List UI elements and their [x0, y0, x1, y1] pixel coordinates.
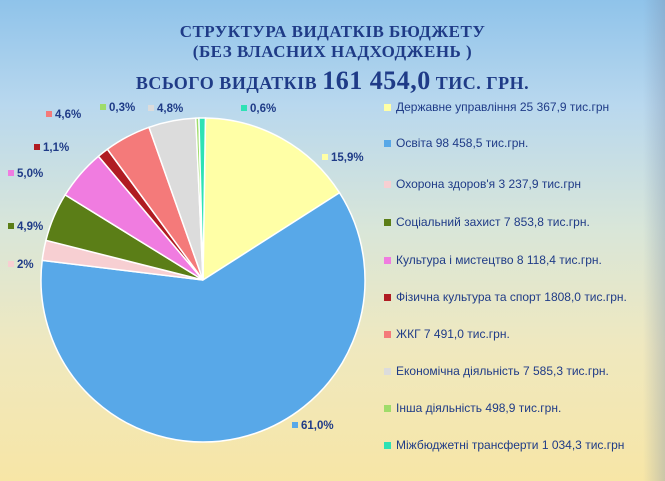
pie-slice-2 — [40, 191, 366, 443]
legend-item-6: Фізична культура та спорт 1808,0 тис.грн… — [384, 290, 664, 305]
data-label-marker-5 — [8, 170, 14, 176]
legend-label-5: Культура і мистецтво 8 118,4 тис.грн. — [396, 253, 602, 267]
legend-label-9: Інша діяльність 498,9 тис.грн. — [396, 401, 562, 415]
legend-swatch-3 — [384, 181, 391, 188]
data-label-1: 15,9% — [331, 152, 364, 164]
legend-item-8: Економічна діяльність 7 585,3 тис.грн. — [384, 364, 664, 379]
legend-swatch-7 — [384, 331, 391, 338]
legend-item-1: Державне управління 25 367,9 тис.грн — [384, 100, 664, 115]
total-value: 161 454,0 — [322, 66, 431, 95]
background-shade — [643, 0, 665, 481]
legend-item-9: Інша діяльність 498,9 тис.грн. — [384, 401, 664, 416]
legend-item-3: Охорона здоров'я 3 237,9 тис.грн — [384, 177, 664, 192]
data-label-7: 4,6% — [55, 109, 81, 121]
data-label-marker-3 — [8, 261, 14, 267]
data-label-marker-4 — [8, 223, 14, 229]
chart-title-line-3: ВСЬОГО ВИДАТКІВ 161 454,0 ТИС. ГРН. — [0, 66, 665, 96]
data-label-10: 0,6% — [250, 103, 276, 115]
data-label-marker-6 — [34, 144, 40, 150]
legend-swatch-8 — [384, 368, 391, 375]
data-label-5: 5,0% — [17, 168, 43, 180]
chart-title-line-1: СТРУКТУРА ВИДАТКІВ БЮДЖЕТУ — [179, 22, 486, 41]
legend-label-6: Фізична культура та спорт 1808,0 тис.грн… — [396, 290, 627, 304]
legend-label-4: Соціальний захист 7 853,8 тис.грн. — [396, 215, 590, 229]
data-label-marker-7 — [46, 111, 52, 117]
data-label-marker-1 — [322, 154, 328, 160]
legend-item-10: Міжбюджетні трансферти 1 034,3 тис.грн — [384, 438, 664, 453]
data-label-marker-2 — [292, 422, 298, 428]
data-label-8: 4,8% — [157, 103, 183, 115]
legend-label-10: Міжбюджетні трансферти 1 034,3 тис.грн — [396, 438, 625, 452]
data-label-6: 1,1% — [43, 142, 69, 154]
data-label-marker-10 — [241, 105, 247, 111]
legend-item-5: Культура і мистецтво 8 118,4 тис.грн. — [384, 253, 664, 268]
legend-label-8: Економічна діяльність 7 585,3 тис.грн. — [396, 364, 609, 378]
data-label-2: 61,0% — [301, 420, 334, 432]
data-label-marker-9 — [100, 104, 106, 110]
pie-data-labels: 15,9% 61,0% 2% 4,9% 5,0% 1,1% 4,6% 4,8% 0,3% 0,6% — [8, 102, 364, 432]
pie-slice-1 — [202, 117, 341, 282]
pie-slices — [40, 117, 366, 443]
legend-item-4: Соціальний захист 7 853,8 тис.грн. — [384, 215, 664, 230]
chart-title-line-2: (БЕЗ ВЛАСНИХ НАДХОДЖЕНЬ ) — [192, 42, 473, 61]
data-label-marker-8 — [148, 105, 154, 111]
data-label-4: 4,9% — [17, 221, 43, 233]
legend-swatch-1 — [384, 104, 391, 111]
data-label-3: 2% — [17, 259, 34, 271]
legend-label-1: Державне управління 25 367,9 тис.грн — [396, 100, 610, 114]
legend-swatch-2 — [384, 140, 391, 147]
legend-swatch-5 — [384, 257, 391, 264]
legend-swatch-9 — [384, 405, 391, 412]
legend-label-7: ЖКГ 7 491,0 тис.грн. — [396, 327, 510, 341]
legend-item-7: ЖКГ 7 491,0 тис.грн. — [384, 327, 664, 342]
legend-label-2: Освіта 98 458,5 тис.грн. — [396, 136, 529, 150]
legend-swatch-6 — [384, 294, 391, 301]
legend-swatch-4 — [384, 219, 391, 226]
pie-slice-10 — [198, 117, 207, 281]
total-unit: ТИС. ГРН. — [435, 73, 530, 93]
legend-label-3: Охорона здоров'я 3 237,9 тис.грн — [396, 177, 582, 191]
legend-item-2: Освіта 98 458,5 тис.грн. — [384, 136, 664, 151]
legend-swatch-10 — [384, 442, 391, 449]
total-prefix: ВСЬОГО ВИДАТКІВ — [135, 73, 318, 93]
data-label-9: 0,3% — [109, 102, 135, 114]
